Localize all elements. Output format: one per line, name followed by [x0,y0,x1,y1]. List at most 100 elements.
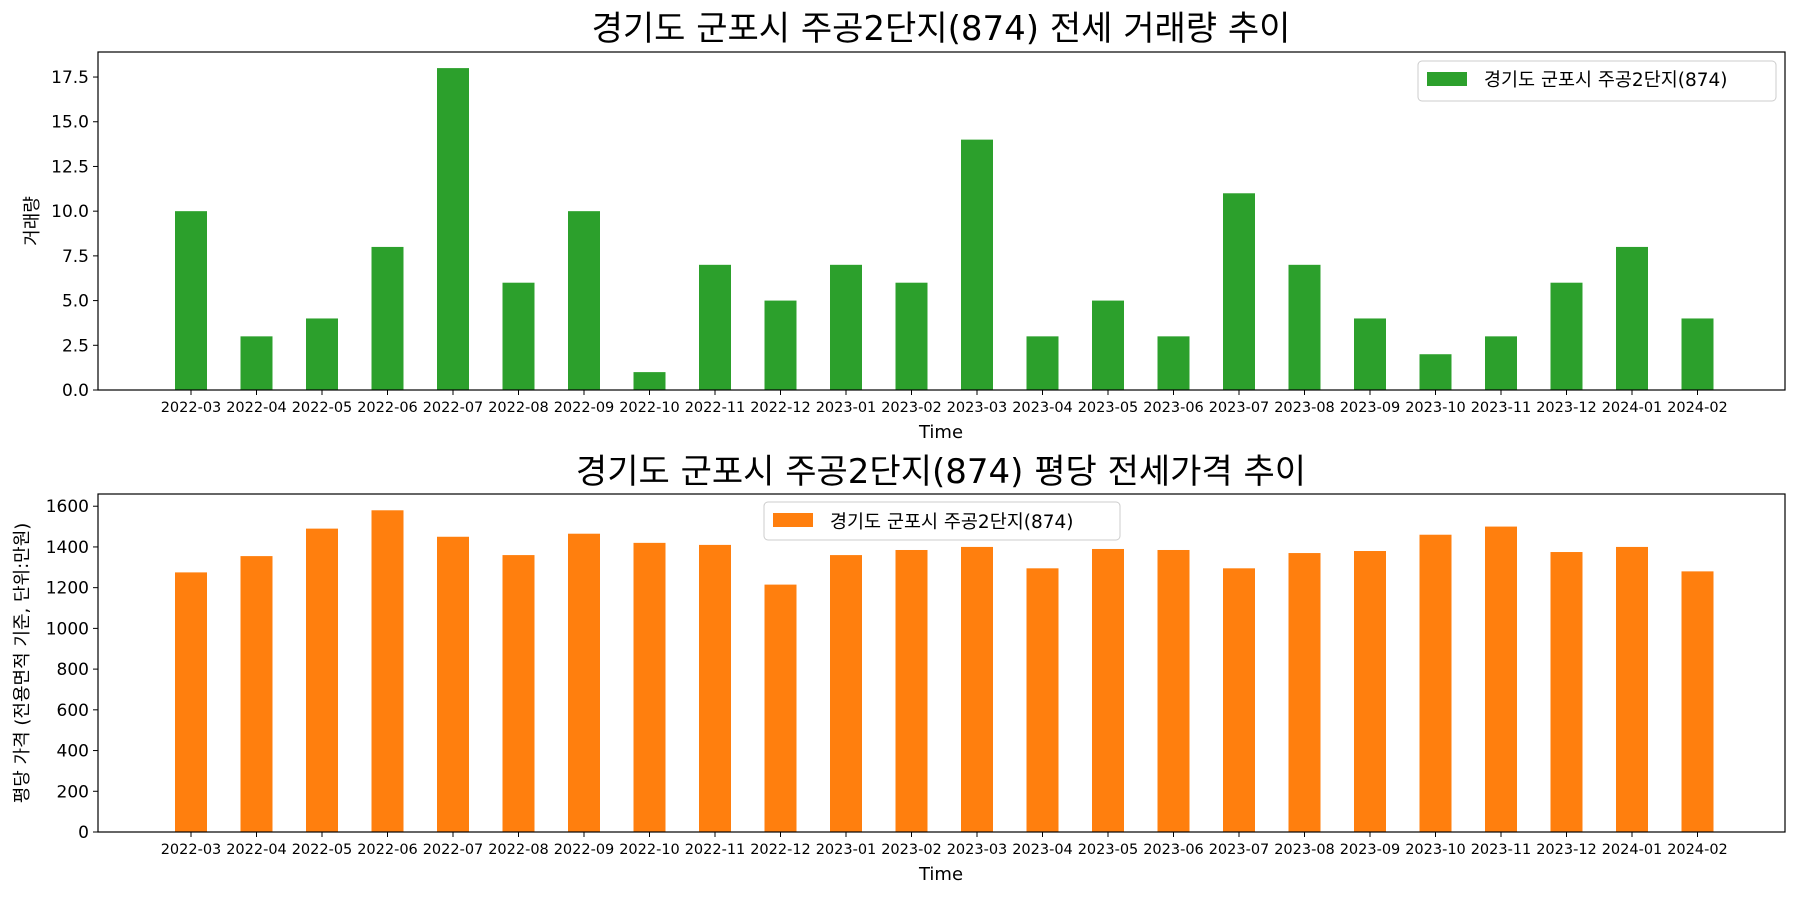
price-x-tick-label: 2022-07 [423,842,484,858]
price-bar [1485,526,1517,832]
price-legend: 경기도 군포시 주공2단지(874) [763,501,1121,541]
price-bars [175,510,1714,832]
volume-x-tick-label: 2023-12 [1536,400,1597,416]
price-bar [830,555,862,832]
price-x-tick-label: 2023-12 [1536,842,1597,858]
price-y-tick-label: 600 [57,701,89,721]
price-x-tick-label: 2023-03 [947,842,1008,858]
volume-x-tick-label: 2023-08 [1274,400,1335,416]
price-x-tick-label: 2023-02 [881,842,942,858]
price-bar [1157,549,1190,832]
volume-legend-box [1417,60,1777,102]
volume-x-tick-label: 2022-11 [685,400,746,416]
volume-y-tick-label: 5.0 [62,292,89,312]
price-x-tick-label: 2023-09 [1340,842,1401,858]
price-chart-panel: 경기도 군포시 주공2단지(874) 평당 전세가격 추이 0 200 400 600… [12,452,1786,885]
price-legend-swatch [773,513,813,527]
price-x-tick-label: 2023-01 [816,842,877,858]
volume-x-tick-label: 2022-04 [226,400,287,416]
price-x-tick-label: 2023-11 [1471,842,1532,858]
volume-y-tick-label: 0.0 [62,381,89,401]
volume-x-tick-label: 2024-01 [1602,400,1663,416]
volume-bar [502,282,535,390]
price-bar [764,584,797,832]
price-x-tick-label: 2023-07 [1209,842,1270,858]
volume-x-tick-label: 2022-05 [292,400,353,416]
price-y-tick-label: 1600 [46,497,89,517]
price-bar [502,555,535,832]
volume-plot-frame [97,51,1786,391]
price-bar [1681,571,1714,832]
price-bar [1419,534,1452,832]
volume-x-tick-label: 2023-11 [1471,400,1532,416]
price-x-tick-label: 2022-06 [357,842,418,858]
volume-legend-label: 경기도 군포시 주공2단지(874) [1484,70,1727,91]
volume-y-tick-label: 2.5 [62,336,89,356]
volume-x-tick-label: 2023-04 [1012,400,1073,416]
price-y-tick-label: 1200 [46,579,89,599]
price-y-ticks: 0 200 400 600 800 1000 1200 1400 1600 [46,497,98,843]
price-x-tick-label: 2022-09 [554,842,615,858]
volume-x-tick-label: 2023-01 [816,400,877,416]
price-x-tick-label: 2024-02 [1667,842,1728,858]
volume-x-tick-label: 2023-03 [947,400,1008,416]
price-x-tick-label: 2023-04 [1012,842,1073,858]
volume-x-tick-label: 2022-10 [619,400,680,416]
price-x-tick-label: 2024-01 [1602,842,1663,858]
volume-bar [1223,193,1255,390]
volume-x-tick-label: 2022-06 [357,400,418,416]
volume-bar [1026,336,1059,390]
price-y-tick-label: 400 [57,742,89,762]
price-bar [306,528,338,832]
volume-bar [306,318,338,390]
volume-x-tick-label: 2024-02 [1667,400,1728,416]
volume-bar [371,246,404,390]
price-y-tick-label: 1400 [46,538,89,558]
price-bar [1288,553,1321,832]
volume-bar [1485,336,1517,390]
volume-bar [1616,246,1648,390]
volume-bar [175,211,207,390]
volume-chart-title: 경기도 군포시 주공2단지(874) 전세 거래량 추이 [592,9,1291,49]
volume-x-tick-label: 2022-09 [554,400,615,416]
price-bar [961,546,993,832]
price-x-tick-label: 2022-10 [619,842,680,858]
price-bar [895,549,928,832]
price-x-tick-label: 2023-06 [1143,842,1204,858]
price-x-axis-label: Time [918,864,963,885]
price-x-tick-label: 2022-04 [226,842,287,858]
volume-bar [568,211,600,390]
price-y-tick-label: 800 [57,660,89,680]
price-y-tick-label: 0 [78,823,89,843]
volume-bar [961,139,993,390]
price-plot-frame [97,493,1786,833]
price-bar [1550,552,1583,832]
price-bar [1223,568,1255,832]
price-y-tick-label: 200 [57,782,89,802]
volume-y-axis-label: 거래량 [22,196,43,246]
volume-x-tick-label: 2023-05 [1078,400,1139,416]
volume-x-ticks: 2022-03 2022-04 2022-05 2022-06 2022-07 2022-… [161,390,1728,416]
volume-bar [1419,354,1452,390]
volume-bar [895,282,928,390]
price-chart-title: 경기도 군포시 주공2단지(874) 평당 전세가격 추이 [576,452,1306,492]
price-x-tick-label: 2022-05 [292,842,353,858]
volume-x-tick-label: 2023-10 [1405,400,1466,416]
volume-y-tick-label: 15.0 [51,113,89,133]
price-bar [1616,546,1648,832]
price-x-tick-label: 2023-08 [1274,842,1335,858]
price-bar [371,510,404,832]
price-bar [1092,548,1124,832]
volume-bars [175,68,1714,390]
volume-chart-panel: 경기도 군포시 주공2단지(874) 전세 거래량 추이 0.0 2.5 5.0 7.… [22,9,1786,443]
volume-bar [1550,282,1583,390]
price-y-tick-label: 1000 [46,619,89,639]
volume-x-tick-label: 2022-08 [488,400,549,416]
price-bar [240,556,273,832]
volume-bar [1681,318,1714,390]
volume-bar [1288,264,1321,390]
volume-bar [437,68,469,390]
price-bar [633,542,666,832]
volume-y-tick-label: 10.0 [51,202,89,222]
volume-x-tick-label: 2022-03 [161,400,222,416]
